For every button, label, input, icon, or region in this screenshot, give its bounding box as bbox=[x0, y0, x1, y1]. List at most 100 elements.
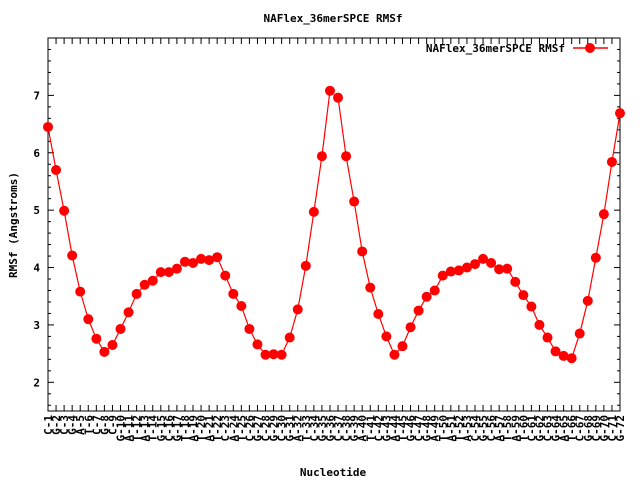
x-tick-label: G-72 bbox=[614, 415, 627, 442]
data-point bbox=[542, 332, 553, 343]
data-point bbox=[268, 349, 279, 360]
legend-label: NAFlex_36merSPCE RMSf bbox=[426, 42, 565, 55]
x-tick-label: C-28 bbox=[260, 415, 273, 442]
y-tick-label: 4 bbox=[33, 262, 40, 275]
data-point bbox=[373, 309, 384, 320]
x-tick-label: T-60 bbox=[517, 415, 530, 442]
x-tick-label: G-10 bbox=[115, 415, 128, 442]
data-point bbox=[615, 108, 625, 119]
data-point bbox=[598, 209, 609, 220]
data-point bbox=[228, 288, 239, 299]
x-tick-label: G-55 bbox=[477, 415, 490, 442]
x-tick-label: A-57 bbox=[493, 415, 506, 442]
x-tick-label: A-5 bbox=[74, 415, 87, 435]
data-point bbox=[163, 267, 174, 278]
x-tick-label: T-52 bbox=[453, 415, 466, 442]
data-point bbox=[365, 282, 376, 293]
x-tick-label: A-11 bbox=[123, 415, 136, 442]
x-axis-label: Nucleotide bbox=[300, 466, 367, 479]
data-point bbox=[204, 255, 215, 266]
x-tick-label: G-35 bbox=[316, 415, 329, 442]
x-tick-label: G-27 bbox=[251, 415, 264, 442]
data-point bbox=[445, 266, 456, 277]
data-point bbox=[99, 346, 110, 357]
x-tick-label: G-43 bbox=[380, 415, 393, 442]
data-point bbox=[349, 196, 360, 207]
data-point bbox=[276, 349, 287, 360]
data-point bbox=[83, 314, 94, 325]
x-tick-label: G-68 bbox=[582, 415, 595, 442]
x-tick-label: A-65 bbox=[558, 415, 571, 442]
data-point bbox=[413, 305, 424, 316]
data-point bbox=[212, 252, 223, 263]
data-point bbox=[526, 301, 537, 312]
x-tick-label: A-13 bbox=[139, 415, 152, 442]
chart-title: NAFlex_36merSPCE RMSf bbox=[263, 12, 402, 25]
data-point bbox=[461, 262, 472, 273]
data-point bbox=[43, 121, 53, 132]
x-tick-label: C-3 bbox=[58, 415, 71, 435]
x-tick-label: C-71 bbox=[606, 415, 619, 442]
x-tick-label: G-31 bbox=[284, 415, 297, 442]
x-tick-label: G-46 bbox=[405, 415, 418, 442]
x-tick-label: C-63 bbox=[541, 415, 554, 442]
data-point bbox=[453, 265, 464, 276]
legend: NAFlex_36merSPCE RMSf bbox=[426, 42, 608, 55]
x-tick-label: C-7 bbox=[90, 415, 103, 435]
x-tick-label: G-64 bbox=[550, 415, 563, 442]
data-point bbox=[179, 256, 190, 267]
data-point bbox=[107, 340, 118, 351]
data-point bbox=[341, 151, 352, 162]
x-tick-label: G-17 bbox=[171, 415, 184, 442]
x-tick-label: C-16 bbox=[163, 415, 176, 442]
data-point bbox=[260, 349, 271, 360]
data-point bbox=[131, 288, 142, 299]
axes: 234567C-1G-2C-3G-4A-5T-6C-7G-8C-9G-10A-1… bbox=[33, 37, 627, 442]
x-tick-label: G-4 bbox=[66, 415, 79, 435]
x-tick-label: A-40 bbox=[356, 415, 369, 442]
x-tick-label: G-62 bbox=[533, 415, 546, 442]
data-point bbox=[220, 270, 231, 281]
data-point bbox=[333, 92, 344, 103]
x-tick-label: C-34 bbox=[308, 415, 321, 442]
data-point bbox=[67, 250, 78, 261]
data-point bbox=[316, 151, 327, 162]
data-point bbox=[308, 206, 319, 217]
x-tick-label: A-49 bbox=[429, 415, 442, 442]
data-point bbox=[510, 276, 521, 287]
x-tick-label: T-45 bbox=[396, 415, 409, 442]
data-point bbox=[59, 205, 70, 216]
data-point bbox=[196, 253, 207, 264]
data-point bbox=[147, 275, 158, 286]
x-tick-label: C-9 bbox=[106, 415, 119, 435]
x-tick-label: C-54 bbox=[469, 415, 482, 442]
x-tick-label: C-30 bbox=[276, 415, 289, 442]
y-axis-label: RMSf (Angstroms) bbox=[7, 172, 20, 278]
data-point bbox=[405, 322, 416, 333]
x-tick-label: C-61 bbox=[525, 415, 538, 442]
data-point bbox=[236, 300, 247, 311]
data-point bbox=[518, 290, 529, 301]
data-point bbox=[91, 333, 102, 344]
data-point bbox=[486, 257, 497, 268]
data-point bbox=[582, 295, 593, 306]
data-point bbox=[357, 246, 368, 257]
data-point bbox=[421, 291, 432, 302]
data-point bbox=[478, 253, 489, 264]
x-tick-label: T-14 bbox=[147, 415, 160, 442]
data-point bbox=[566, 353, 577, 364]
data-point bbox=[75, 286, 86, 297]
data-point bbox=[292, 304, 303, 315]
data-point bbox=[534, 319, 545, 330]
data-point bbox=[381, 331, 392, 342]
data-point bbox=[139, 279, 150, 290]
x-tick-label: G-70 bbox=[598, 415, 611, 442]
data-point bbox=[252, 339, 263, 350]
data-point bbox=[123, 307, 134, 318]
x-tick-label: A-44 bbox=[388, 415, 401, 442]
x-tick-label: G-29 bbox=[268, 415, 281, 442]
x-tick-label: G-8 bbox=[98, 415, 111, 435]
data-point bbox=[558, 350, 569, 361]
y-tick-label: 2 bbox=[33, 376, 40, 389]
